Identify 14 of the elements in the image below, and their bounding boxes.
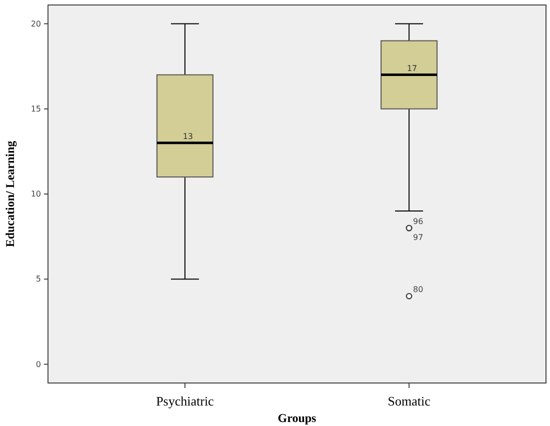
x-tick-label: Psychiatric [156, 393, 214, 408]
y-axis-title: Education/ Learning [3, 140, 17, 248]
annotation: 96 [413, 217, 424, 226]
y-tick-label: 15 [30, 104, 41, 114]
y-tick-label: 5 [36, 274, 41, 284]
annotation: 80 [413, 285, 424, 294]
y-tick-label: 10 [30, 190, 41, 199]
annotation: 17 [406, 64, 418, 73]
y-tick-label: 20 [30, 19, 41, 28]
x-axis-title: Groups [278, 411, 317, 425]
annotation: 13 [182, 132, 194, 141]
annotation: 97 [413, 233, 424, 242]
y-tick-label: 0 [36, 360, 41, 369]
x-tick-label: Somatic [388, 393, 431, 408]
